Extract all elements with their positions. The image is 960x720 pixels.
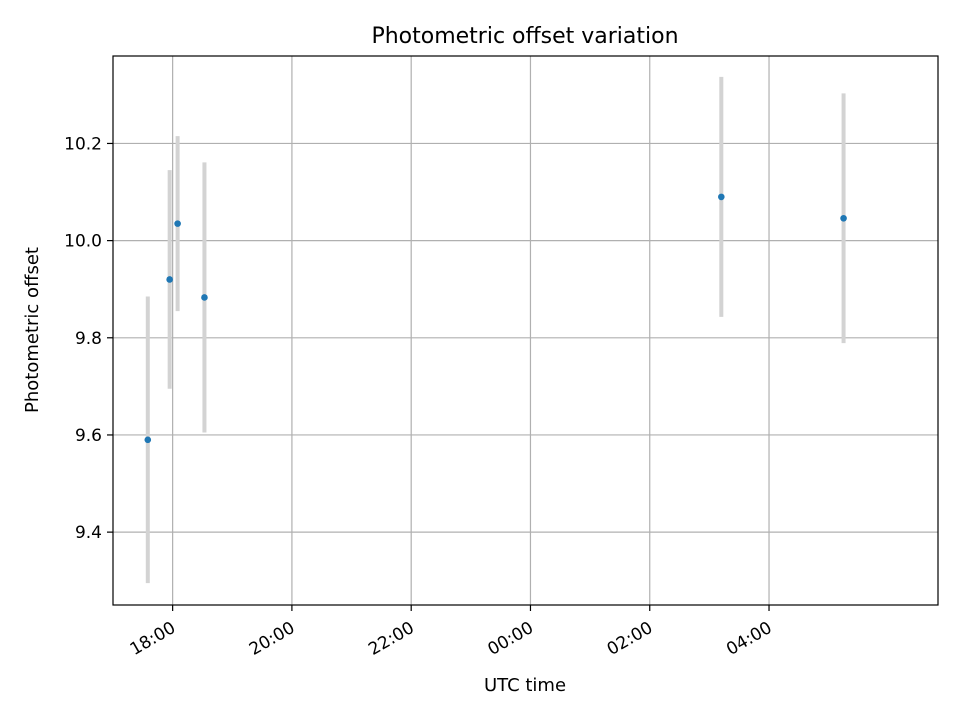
x-tick-label: 04:00 xyxy=(723,618,775,660)
grid xyxy=(113,56,938,605)
data-point xyxy=(201,294,208,301)
data-point xyxy=(840,214,847,222)
x-tick-label: 22:00 xyxy=(365,618,417,660)
y-axis-label: Photometric offset xyxy=(22,247,43,413)
data-point xyxy=(718,193,725,201)
x-axis-ticks: 18:00 20:00 22:00 00:00 02:00 04:00 xyxy=(127,605,776,660)
y-tick-label: 10.2 xyxy=(64,134,102,154)
y-tick-label: 9.4 xyxy=(75,523,102,543)
y-tick-label: 10.0 xyxy=(64,232,102,252)
data-points xyxy=(144,193,847,444)
y-tick-label: 9.6 xyxy=(75,426,102,446)
data-point xyxy=(166,276,173,283)
x-tick-label: 00:00 xyxy=(485,618,537,660)
plot-background xyxy=(113,56,938,605)
y-tick-label: 9.8 xyxy=(75,329,102,349)
x-tick-label: 20:00 xyxy=(246,618,298,660)
data-point xyxy=(174,220,181,227)
plot-frame xyxy=(112,55,939,606)
chart-title: Photometric offset variation xyxy=(371,24,678,49)
x-tick-label: 18:00 xyxy=(127,618,179,660)
y-axis-ticks: 9.4 9.6 9.8 10.0 10.2 xyxy=(64,134,113,543)
x-tick-label: 02:00 xyxy=(604,618,656,660)
x-axis-label: UTC time xyxy=(484,675,566,696)
data-point xyxy=(144,436,152,444)
